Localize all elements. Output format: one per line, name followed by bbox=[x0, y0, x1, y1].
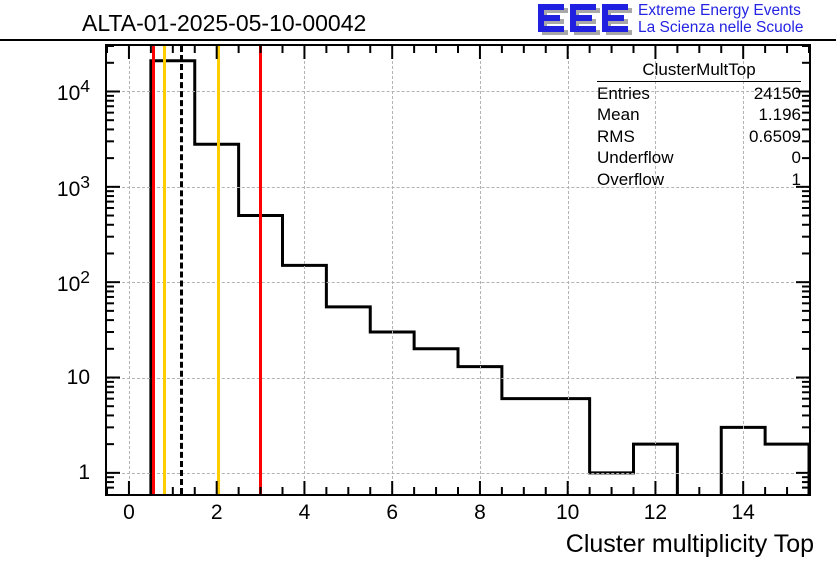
stats-row-key: RMS bbox=[597, 126, 635, 146]
stats-row-key: Overflow bbox=[597, 169, 665, 189]
gridline-vertical bbox=[304, 46, 306, 494]
stats-row-value: 24150 bbox=[753, 83, 801, 103]
stats-rows: Entries 24150 Mean 1.196 RMS 0.6509 Underflow 0… bbox=[597, 82, 801, 190]
gridline-horizontal bbox=[107, 377, 809, 379]
stats-row-value: 0.6509 bbox=[749, 126, 801, 146]
marker-line-cut-low-orange bbox=[162, 46, 166, 494]
marker-line-cut-high-red bbox=[259, 46, 263, 494]
stats-row: Mean 1.196 bbox=[597, 104, 801, 126]
stats-box: ClusterMultTop Entries 24150 Mean 1.196 RMS 0… bbox=[597, 60, 801, 190]
eee-logo-mark bbox=[538, 2, 632, 35]
x-axis-tick-label: 8 bbox=[474, 501, 486, 524]
x-axis-tick-label: 6 bbox=[386, 501, 399, 524]
gridline-vertical bbox=[655, 46, 657, 494]
gridline-vertical bbox=[216, 46, 218, 494]
y-axis-tick-label: 104 bbox=[56, 76, 90, 106]
gridline-horizontal bbox=[107, 91, 809, 93]
gridline-vertical bbox=[567, 46, 569, 494]
marker-line-cut-low-red bbox=[151, 46, 155, 494]
histogram-step-line bbox=[107, 61, 809, 494]
eee-letter-1 bbox=[538, 2, 568, 35]
x-axis-tick-label: 0 bbox=[123, 501, 135, 524]
header-divider bbox=[0, 39, 836, 41]
x-axis-tick-label: 14 bbox=[731, 501, 755, 524]
eee-logo: Extreme Energy Events La Scienza nelle S… bbox=[538, 2, 834, 38]
x-axis-tick-label: 10 bbox=[556, 501, 580, 524]
y-axis-tick-label: 1 bbox=[78, 460, 90, 484]
stats-row: RMS 0.6509 bbox=[597, 125, 801, 147]
stats-row-value: 0 bbox=[791, 148, 801, 167]
eee-letter-shadow bbox=[574, 8, 600, 39]
eee-letter-shadow bbox=[606, 8, 632, 39]
stats-row: Entries 24150 bbox=[597, 82, 801, 104]
gridline-horizontal bbox=[107, 282, 809, 284]
gridline-vertical bbox=[392, 46, 394, 494]
stats-row-key: Entries bbox=[597, 83, 650, 103]
stats-row-value: 1.196 bbox=[758, 105, 801, 124]
eee-logo-text: Extreme Energy Events La Scienza nelle S… bbox=[638, 2, 803, 36]
marker-line-cut-high-orange bbox=[217, 46, 221, 494]
y-axis-labels: 1 10 102 103 104 bbox=[0, 0, 98, 572]
eee-letter-3 bbox=[602, 2, 632, 35]
marker-line-mean-dashed bbox=[180, 46, 184, 494]
page-title: ALTA-01-2025-05-10-00042 bbox=[82, 10, 367, 36]
gridline-vertical bbox=[128, 46, 130, 494]
gridline-vertical bbox=[479, 46, 481, 494]
eee-logo-line2: La Scienza nelle Scuole bbox=[638, 19, 804, 36]
gridline-horizontal bbox=[107, 472, 809, 474]
eee-letter-2 bbox=[570, 2, 600, 35]
x-axis-tick-label: 4 bbox=[298, 501, 311, 524]
histogram-curve bbox=[107, 46, 809, 494]
stats-histogram-name: ClusterMultTop bbox=[597, 60, 801, 82]
eee-logo-line1: Extreme Energy Events bbox=[638, 2, 801, 19]
stats-row: Overflow 1 bbox=[597, 168, 801, 190]
x-axis-title: Cluster multiplicity Top bbox=[565, 530, 814, 558]
y-axis-tick-label: 102 bbox=[56, 267, 90, 297]
plot-frame bbox=[105, 44, 811, 496]
stats-row-value: 1 bbox=[791, 169, 801, 189]
x-axis-tick-label: 2 bbox=[210, 501, 223, 524]
stats-row-key: Mean bbox=[597, 105, 640, 124]
eee-letter-shadow bbox=[542, 8, 568, 39]
x-axis-tick-label: 12 bbox=[643, 501, 668, 524]
y-axis-tick-label: 10 bbox=[66, 365, 90, 389]
gridline-vertical bbox=[743, 46, 745, 494]
stats-row: Underflow 0 bbox=[597, 147, 801, 169]
plot-area bbox=[107, 46, 809, 494]
gridline-horizontal bbox=[107, 186, 809, 188]
y-axis-tick-label: 103 bbox=[56, 171, 90, 201]
stats-row-key: Underflow bbox=[597, 148, 674, 167]
